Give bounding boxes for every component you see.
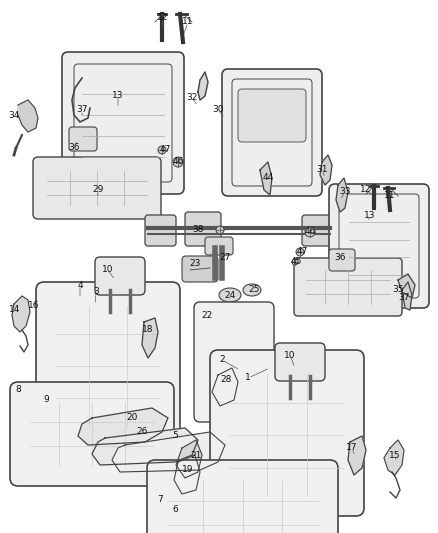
Text: 35: 35 [392, 286, 404, 295]
FancyBboxPatch shape [210, 350, 364, 516]
FancyBboxPatch shape [329, 249, 355, 271]
FancyBboxPatch shape [33, 157, 161, 219]
Ellipse shape [305, 227, 315, 237]
Text: 10: 10 [102, 265, 114, 274]
Text: 7: 7 [157, 496, 163, 505]
Text: 21: 21 [191, 450, 201, 459]
Text: 20: 20 [126, 414, 138, 423]
Text: 25: 25 [248, 286, 260, 295]
Text: 14: 14 [9, 305, 21, 314]
Text: 1: 1 [245, 374, 251, 383]
Text: 19: 19 [182, 465, 194, 474]
Text: 17: 17 [346, 443, 358, 453]
Polygon shape [174, 455, 200, 494]
Polygon shape [92, 428, 198, 465]
Text: 9: 9 [43, 395, 49, 405]
Polygon shape [176, 440, 202, 478]
Polygon shape [212, 368, 238, 406]
Ellipse shape [173, 157, 183, 167]
Ellipse shape [219, 288, 241, 302]
Text: 13: 13 [112, 91, 124, 100]
FancyBboxPatch shape [302, 215, 333, 246]
Text: 11: 11 [182, 18, 194, 27]
Text: 23: 23 [189, 259, 201, 268]
FancyBboxPatch shape [145, 215, 176, 246]
Text: 16: 16 [28, 301, 40, 310]
Text: 6: 6 [172, 505, 178, 514]
FancyBboxPatch shape [275, 343, 325, 381]
FancyBboxPatch shape [194, 302, 274, 422]
Text: 22: 22 [201, 311, 212, 319]
Text: 45: 45 [290, 257, 302, 266]
Text: 47: 47 [159, 146, 171, 155]
Text: 27: 27 [219, 254, 231, 262]
Text: 46: 46 [304, 228, 316, 237]
Text: 13: 13 [364, 211, 376, 220]
Text: 37: 37 [76, 106, 88, 115]
Text: 36: 36 [334, 254, 346, 262]
Text: 5: 5 [172, 431, 178, 440]
Text: 44: 44 [262, 174, 274, 182]
Polygon shape [320, 155, 332, 185]
Polygon shape [348, 436, 366, 475]
Polygon shape [384, 440, 404, 475]
Polygon shape [402, 282, 412, 310]
Polygon shape [78, 408, 168, 445]
Text: 30: 30 [212, 106, 224, 115]
FancyBboxPatch shape [95, 257, 145, 295]
Text: 33: 33 [339, 188, 351, 197]
FancyBboxPatch shape [222, 69, 322, 196]
Text: 37: 37 [398, 293, 410, 302]
FancyBboxPatch shape [185, 212, 221, 246]
Polygon shape [260, 162, 272, 195]
Polygon shape [18, 100, 38, 132]
Text: 28: 28 [220, 376, 232, 384]
Text: 38: 38 [192, 225, 204, 235]
Text: 36: 36 [68, 142, 80, 151]
FancyBboxPatch shape [62, 52, 184, 194]
Text: 12: 12 [157, 13, 169, 22]
Text: 10: 10 [284, 351, 296, 359]
Ellipse shape [216, 226, 224, 234]
FancyBboxPatch shape [147, 460, 338, 533]
Text: 11: 11 [384, 190, 396, 199]
Text: 29: 29 [92, 185, 104, 195]
FancyBboxPatch shape [69, 127, 97, 151]
FancyBboxPatch shape [10, 382, 174, 486]
Text: 31: 31 [316, 166, 328, 174]
Text: 24: 24 [224, 290, 236, 300]
FancyBboxPatch shape [238, 89, 306, 142]
Text: 4: 4 [77, 280, 83, 289]
Ellipse shape [158, 146, 166, 154]
FancyBboxPatch shape [36, 282, 180, 446]
Ellipse shape [296, 248, 304, 256]
Text: 12: 12 [360, 185, 372, 195]
Polygon shape [12, 296, 30, 332]
Text: 3: 3 [93, 287, 99, 296]
Ellipse shape [243, 284, 261, 296]
Text: 26: 26 [136, 427, 148, 437]
Text: 8: 8 [15, 385, 21, 394]
Polygon shape [398, 274, 415, 298]
Text: 18: 18 [142, 326, 154, 335]
FancyBboxPatch shape [205, 237, 233, 255]
Polygon shape [198, 72, 208, 100]
Text: 46: 46 [172, 157, 184, 166]
Text: 32: 32 [186, 93, 198, 102]
Ellipse shape [292, 259, 298, 265]
Polygon shape [336, 178, 348, 212]
FancyBboxPatch shape [329, 184, 429, 308]
FancyBboxPatch shape [182, 256, 218, 282]
FancyBboxPatch shape [294, 258, 402, 316]
Text: 34: 34 [8, 110, 20, 119]
Text: 2: 2 [219, 356, 225, 365]
Text: 47: 47 [297, 247, 307, 256]
Text: 15: 15 [389, 450, 401, 459]
Polygon shape [112, 432, 225, 472]
Polygon shape [142, 318, 158, 358]
